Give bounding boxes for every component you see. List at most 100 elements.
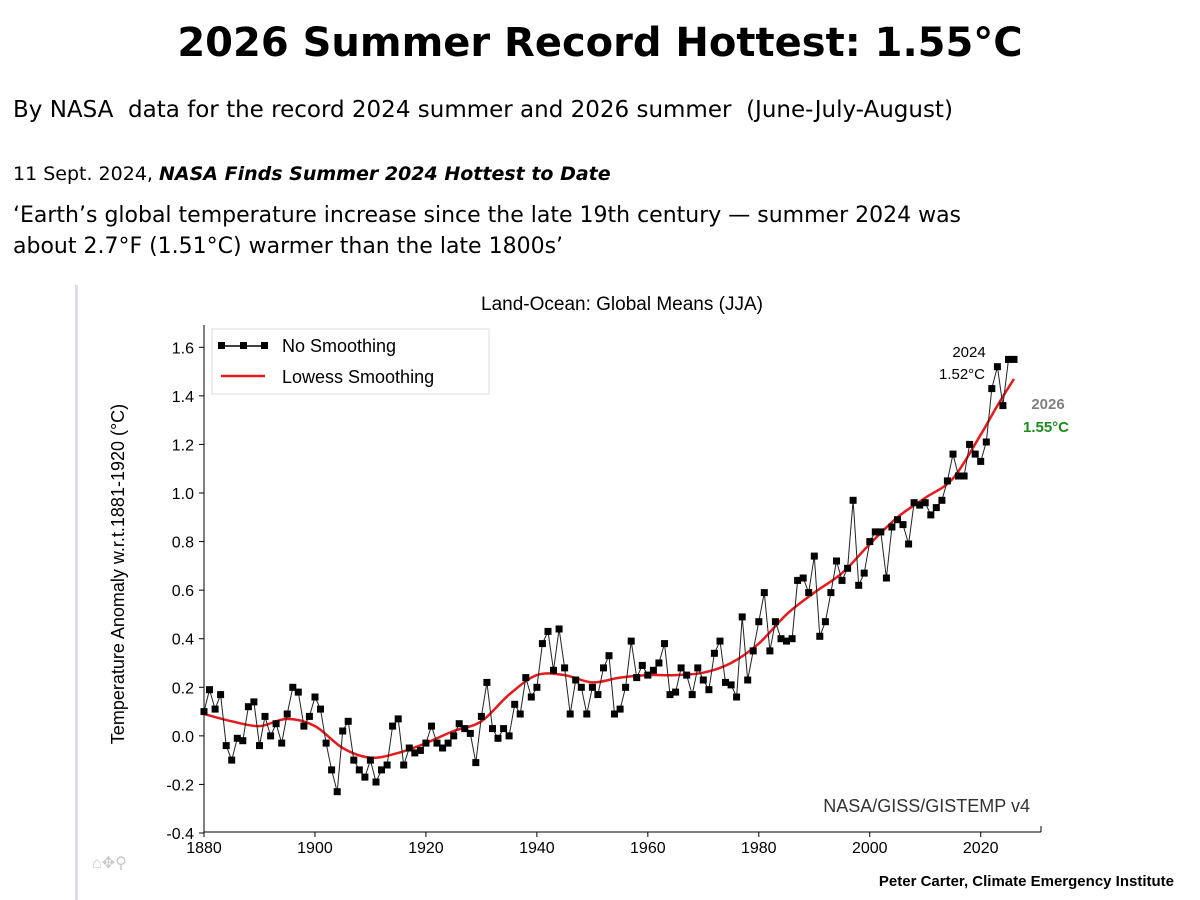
raw-point <box>977 457 985 465</box>
raw-point <box>433 739 441 747</box>
raw-point <box>888 523 896 531</box>
raw-point <box>538 640 546 648</box>
raw-point <box>555 625 563 633</box>
raw-point <box>760 589 768 597</box>
raw-point <box>871 528 879 536</box>
annotation-2026: 2026 1.55°C <box>1023 396 1069 436</box>
raw-point <box>938 496 946 504</box>
raw-point <box>993 363 1001 371</box>
x-tick-label: 1900 <box>297 840 333 857</box>
credit: Peter Carter, Climate Emergency Institut… <box>878 873 1174 890</box>
raw-point <box>849 496 857 504</box>
page-subtitle: By NASA data for the record 2024 summer … <box>13 97 953 123</box>
raw-point <box>250 698 258 706</box>
annotation-2026-value: 1.55°C <box>1023 419 1069 436</box>
raw-point <box>755 618 763 626</box>
raw-point <box>272 720 280 728</box>
zoom-icon[interactable]: ⚲ <box>115 855 127 872</box>
raw-point <box>361 773 369 781</box>
page-title: 2026 Summer Record Hottest: 1.55°C <box>177 20 1023 66</box>
raw-point <box>239 737 247 745</box>
raw-point <box>672 688 680 696</box>
raw-point <box>827 589 835 597</box>
raw-point <box>267 732 275 740</box>
raw-point <box>816 632 824 640</box>
raw-series-line <box>203 358 1014 792</box>
raw-point <box>344 717 352 725</box>
raw-point <box>416 746 424 754</box>
home-icon[interactable]: ⌂ <box>92 855 102 872</box>
raw-point <box>605 652 613 660</box>
raw-point <box>633 674 641 682</box>
raw-point <box>600 664 607 672</box>
raw-point <box>638 661 646 669</box>
x-tick-label: 1920 <box>408 840 444 857</box>
raw-point <box>261 712 269 720</box>
raw-point <box>611 710 618 718</box>
raw-point <box>777 635 785 643</box>
quote: ‘Earth’s global temperature increase sin… <box>13 200 1013 262</box>
move-icon[interactable]: ✥ <box>101 855 116 872</box>
raw-point <box>649 666 657 674</box>
legend-box <box>211 328 490 395</box>
lowess-series-line <box>203 378 1016 760</box>
raw-point <box>372 778 380 786</box>
raw-point <box>771 618 779 626</box>
raw-point <box>955 472 962 480</box>
raw-point <box>661 640 668 648</box>
raw-point <box>683 671 691 679</box>
raw-point <box>283 710 291 718</box>
raw-point <box>422 739 430 747</box>
raw-point <box>378 766 385 774</box>
raw-point <box>971 450 979 458</box>
raw-point <box>522 674 530 682</box>
raw-point <box>833 557 840 565</box>
raw-point <box>1010 355 1018 363</box>
raw-point <box>572 676 580 684</box>
raw-point <box>921 499 929 507</box>
raw-point <box>688 691 696 699</box>
dateline: 11 Sept. 2024, NASA Finds Summer 2024 Ho… <box>13 163 611 185</box>
raw-point <box>222 742 230 750</box>
y-tick-label: 0.6 <box>172 583 194 600</box>
raw-point <box>783 637 790 645</box>
x-tick-label: 1880 <box>186 840 222 857</box>
raw-point <box>394 715 402 723</box>
raw-point <box>428 722 435 730</box>
raw-point <box>305 712 313 720</box>
raw-point <box>722 678 729 686</box>
raw-point <box>877 528 885 536</box>
raw-point <box>899 521 907 529</box>
annotation-2024-value: 1.52°C <box>939 366 985 383</box>
legend-smooth-label: Lowess Smoothing <box>282 367 434 387</box>
raw-point <box>655 659 663 667</box>
raw-point <box>322 739 330 747</box>
y-tick-label: 0.4 <box>172 632 194 649</box>
raw-point <box>389 722 397 730</box>
y-tick-label: 1.0 <box>172 486 194 503</box>
annotation-2026-year: 2026 <box>1031 396 1064 413</box>
raw-point <box>838 576 846 584</box>
raw-point <box>450 732 458 740</box>
y-tick-label: -0.2 <box>166 777 194 794</box>
raw-point <box>594 691 602 699</box>
raw-point <box>666 691 674 699</box>
raw-point <box>256 742 263 750</box>
raw-point <box>333 788 341 796</box>
raw-point <box>927 511 935 519</box>
raw-point <box>766 647 774 655</box>
raw-point <box>727 681 735 689</box>
raw-point <box>694 664 702 672</box>
x-tick-label: 1940 <box>519 840 555 857</box>
y-tick-label: 0.0 <box>172 729 194 746</box>
raw-point <box>738 613 746 621</box>
raw-point <box>810 552 818 560</box>
raw-point <box>988 385 996 393</box>
raw-point <box>494 734 502 742</box>
raw-point <box>444 739 452 747</box>
raw-point <box>439 744 447 752</box>
raw-point <box>960 472 968 480</box>
raw-point <box>405 744 413 752</box>
legend-raw-marker <box>261 342 268 349</box>
